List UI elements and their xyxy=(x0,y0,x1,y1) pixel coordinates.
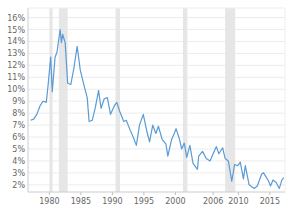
x-tick-label: 1990 xyxy=(102,197,122,206)
y-tick-label: 14% xyxy=(7,37,25,46)
y-tick-label: 6% xyxy=(12,133,25,142)
y-tick-label: 16% xyxy=(7,14,25,23)
x-tick-label: 2000 xyxy=(165,197,185,206)
series-line xyxy=(31,30,284,189)
y-tick-label: 4% xyxy=(12,157,25,166)
y-tick-label: 12% xyxy=(7,61,25,70)
y-tick-label: 15% xyxy=(7,26,25,35)
y-tick-label: 13% xyxy=(7,49,25,58)
frame-top xyxy=(28,8,285,9)
y-tick-label: 11% xyxy=(7,73,25,82)
recession-band xyxy=(225,8,235,192)
plot-area xyxy=(31,8,284,192)
y-tick-label: 5% xyxy=(12,145,25,154)
recession-band xyxy=(116,8,120,192)
chart: 2% 3% 4% 5% 6% 7% 8% 9% 10% 11% 12% 13% 14% 15% 16% 198… xyxy=(0,0,300,217)
recession-band xyxy=(183,8,187,192)
y-tick-label: 8% xyxy=(12,109,25,118)
x-tick-label: 2006 xyxy=(203,197,223,206)
x-tick-label: 1995 xyxy=(134,197,154,206)
recession-band xyxy=(49,8,52,192)
x-tick-label: 1985 xyxy=(71,197,91,206)
x-tick-label: 2015 xyxy=(260,197,280,206)
y-axis xyxy=(28,8,29,192)
y-tick-label: 7% xyxy=(12,121,25,130)
y-tick-label: 10% xyxy=(7,85,25,94)
frame-right xyxy=(285,8,286,192)
y-tick-label: 9% xyxy=(12,97,25,106)
y-tick-label: 2% xyxy=(12,181,25,190)
x-axis xyxy=(28,192,285,193)
y-tick-label: 3% xyxy=(12,169,25,178)
x-tick-label: 2010 xyxy=(228,197,248,206)
x-tick-label: 1980 xyxy=(39,197,59,206)
